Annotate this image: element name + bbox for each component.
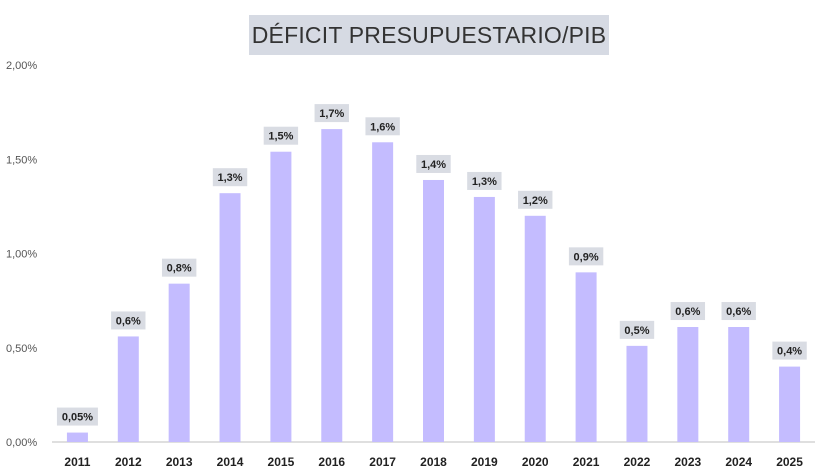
chart-title-box: DÉFICIT PRESUPUESTARIO/PIB <box>249 15 609 55</box>
bar <box>372 142 394 442</box>
data-label-box <box>161 258 197 277</box>
data-label: 0,8% <box>167 263 192 275</box>
data-label-box <box>314 104 349 123</box>
data-label: 1,4% <box>421 159 446 171</box>
y-tick-label: 0,50% <box>6 343 37 355</box>
bar <box>423 179 444 443</box>
x-tick-label: 2017 <box>369 455 396 469</box>
bar <box>270 151 292 442</box>
data-label-box <box>670 302 706 321</box>
y-tick-label: 0,00% <box>6 437 37 449</box>
x-tick-label: 2016 <box>318 455 345 469</box>
data-label: 1,2% <box>523 195 548 207</box>
data-label-box <box>263 126 299 145</box>
data-label: 1,3% <box>472 176 497 188</box>
data-label: 0,9% <box>574 251 599 263</box>
y-tick-label: 1,50% <box>6 154 37 166</box>
bar <box>117 336 139 442</box>
x-tick-label: 2011 <box>64 455 90 469</box>
data-label: 0,6% <box>675 306 700 318</box>
data-label: 1,5% <box>268 131 293 143</box>
bar <box>473 196 495 442</box>
data-label-box <box>568 247 604 266</box>
bar <box>219 193 241 442</box>
x-tick-label: 2014 <box>217 455 244 469</box>
bar <box>524 215 546 442</box>
data-label: 0,05% <box>62 412 93 424</box>
data-label-box <box>772 341 807 360</box>
x-tick-label: 2020 <box>522 455 549 469</box>
bar <box>168 283 190 442</box>
bar <box>66 432 88 442</box>
data-label-box <box>212 168 248 187</box>
data-label: 0,5% <box>624 325 649 337</box>
data-label: 0,6% <box>726 306 751 318</box>
x-tick-label: 2025 <box>776 455 803 469</box>
x-tick-label: 2024 <box>725 455 752 469</box>
bar <box>575 272 597 442</box>
data-label: 1,3% <box>217 172 242 184</box>
data-label-box <box>56 407 98 426</box>
data-label: 1,7% <box>319 108 344 120</box>
data-label: 0,6% <box>116 315 141 327</box>
y-tick-label: 2,00% <box>6 60 37 72</box>
data-label-box <box>365 117 400 136</box>
chart-title: DÉFICIT PRESUPUESTARIO/PIB <box>251 21 607 48</box>
y-tick-label: 1,00% <box>6 249 37 261</box>
data-label-box <box>416 154 451 173</box>
x-tick-label: 2022 <box>624 455 651 469</box>
bar <box>728 327 750 442</box>
data-label: 1,6% <box>370 121 395 133</box>
data-label: 0,4% <box>777 346 802 358</box>
x-tick-label: 2015 <box>268 455 295 469</box>
x-tick-label: 2019 <box>471 455 498 469</box>
x-tick-label: 2018 <box>420 455 447 469</box>
data-label-box <box>467 171 502 190</box>
bar <box>677 327 699 442</box>
x-tick-label: 2013 <box>166 455 193 469</box>
data-label-box <box>619 320 655 339</box>
bar <box>321 129 343 442</box>
x-tick-label: 2021 <box>573 455 600 469</box>
bar <box>626 345 648 442</box>
x-tick-label: 2023 <box>674 455 701 469</box>
data-label-box <box>518 190 553 209</box>
data-label-box <box>111 311 146 330</box>
bar <box>779 366 801 442</box>
data-label-box <box>721 302 756 321</box>
x-tick-label: 2012 <box>115 455 142 469</box>
